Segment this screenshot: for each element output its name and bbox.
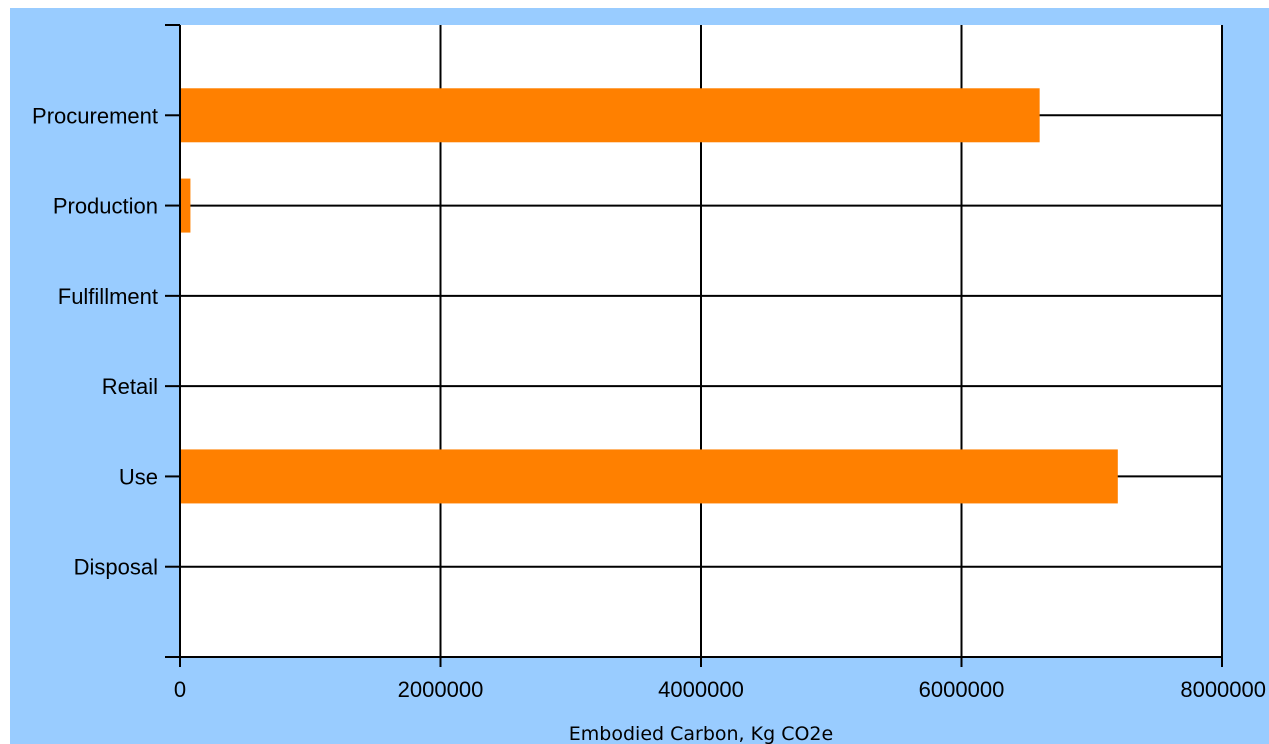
bars: [180, 88, 1118, 504]
category-label: Fulfillment: [58, 284, 158, 309]
bar-production: [180, 178, 191, 233]
category-label: Retail: [102, 374, 158, 399]
x-tick-label: 0: [174, 677, 186, 702]
tick-labels: 0 2000000 4000000 6000000 8000000: [174, 677, 1266, 702]
category-label: Use: [119, 464, 158, 489]
axes: [165, 24, 1223, 667]
bar-procurement: [180, 88, 1040, 143]
x-tick-label: 2000000: [398, 677, 484, 702]
category-label: Procurement: [32, 103, 158, 128]
x-tick-label: 6000000: [919, 677, 1005, 702]
x-tick-label: 4000000: [658, 677, 744, 702]
x-axis-title: Embodied Carbon, Kg CO2e: [569, 723, 833, 744]
category-labels: Procurement Production Fulfillment Retail Us…: [32, 103, 158, 579]
category-label: Disposal: [74, 555, 158, 580]
category-label: Production: [53, 194, 158, 219]
bar-use: [180, 449, 1118, 504]
x-tick-label: 8000000: [1180, 677, 1266, 702]
